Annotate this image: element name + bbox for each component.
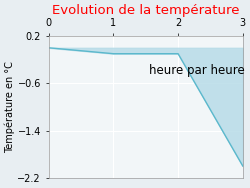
Title: Evolution de la température: Evolution de la température	[52, 4, 240, 17]
Y-axis label: Température en °C: Température en °C	[4, 61, 15, 153]
Text: heure par heure: heure par heure	[149, 64, 245, 77]
